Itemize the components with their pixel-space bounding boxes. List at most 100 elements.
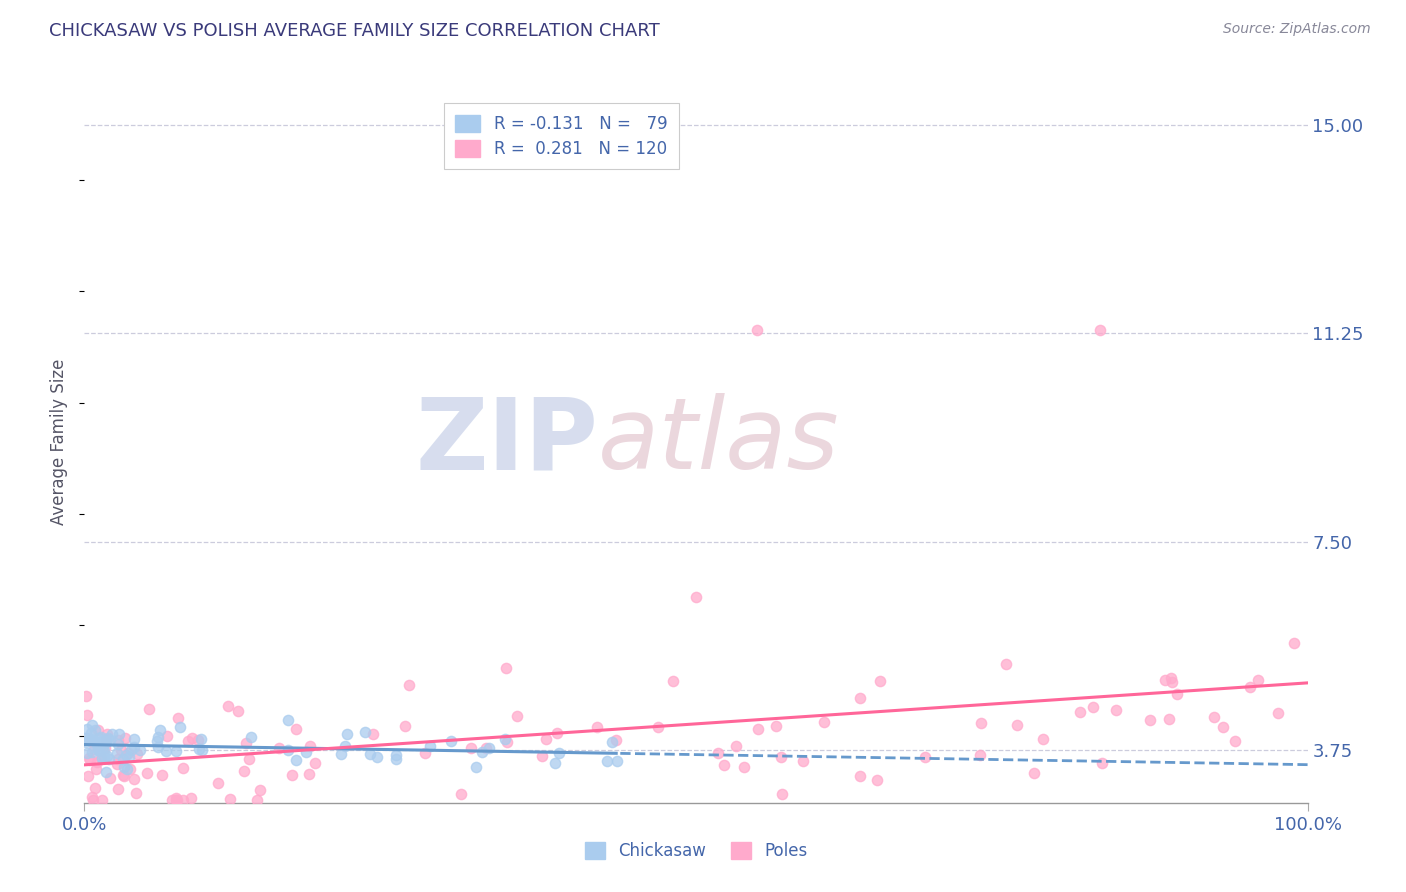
Point: [1239, 681, 1261, 695]
Point: [606, 754, 628, 768]
Point: [848, 768, 870, 782]
Legend: Chickasaw, Poles: Chickasaw, Poles: [578, 835, 814, 867]
Point: [91, 793, 114, 807]
Point: [165, 744, 187, 758]
Point: [354, 725, 377, 739]
Point: [107, 737, 129, 751]
Point: [413, 747, 436, 761]
Point: [94, 734, 117, 748]
Point: [107, 732, 129, 747]
Point: [75, 689, 97, 703]
Point: [285, 723, 308, 737]
Point: [83, 780, 105, 795]
Point: [146, 733, 169, 747]
Point: [75, 735, 97, 749]
Point: [294, 745, 316, 759]
Point: [79, 753, 101, 767]
Point: [108, 727, 131, 741]
Point: [866, 772, 889, 787]
Point: [226, 704, 249, 718]
Point: [107, 752, 129, 766]
Point: [713, 758, 735, 772]
Y-axis label: Average Family Size: Average Family Size: [51, 359, 69, 524]
Point: [122, 739, 145, 754]
Point: [1139, 713, 1161, 727]
Point: [107, 781, 129, 796]
Point: [187, 733, 209, 747]
Point: [707, 746, 730, 760]
Point: [91, 737, 114, 751]
Point: [1204, 710, 1226, 724]
Point: [1081, 699, 1104, 714]
Point: [1160, 671, 1182, 685]
Point: [849, 690, 872, 705]
Point: [83, 733, 105, 747]
Point: [969, 747, 991, 762]
Point: [90, 730, 112, 744]
Point: [471, 745, 494, 759]
Point: [546, 726, 568, 740]
Point: [172, 761, 194, 775]
Point: [1157, 712, 1180, 726]
Point: [93, 741, 115, 756]
Point: [299, 739, 322, 754]
Point: [366, 750, 388, 764]
Point: [155, 744, 177, 758]
Point: [249, 783, 271, 797]
Point: [107, 756, 129, 771]
Point: [97, 752, 120, 766]
Point: [191, 743, 214, 757]
Point: [167, 711, 190, 725]
Point: [586, 719, 609, 733]
Point: [1161, 675, 1184, 690]
Point: [91, 751, 114, 765]
Point: [180, 731, 202, 745]
Point: [101, 727, 124, 741]
Point: [84, 763, 107, 777]
Point: [149, 723, 172, 738]
Point: [79, 732, 101, 747]
Point: [91, 740, 114, 755]
Point: [118, 750, 141, 764]
Point: [207, 776, 229, 790]
Point: [87, 731, 110, 745]
Point: [83, 741, 105, 756]
Point: [111, 767, 134, 781]
Point: [80, 790, 103, 805]
Point: [91, 733, 114, 747]
Point: [98, 771, 121, 785]
Point: [596, 754, 619, 768]
Point: [94, 735, 117, 749]
Point: [246, 793, 269, 807]
Point: [384, 747, 406, 762]
Point: [129, 743, 152, 757]
Point: [76, 722, 98, 736]
Point: [419, 739, 441, 754]
Point: [770, 788, 793, 802]
Point: [495, 661, 517, 675]
Point: [385, 752, 408, 766]
Point: [87, 741, 110, 756]
Point: [534, 732, 557, 747]
Point: [124, 772, 146, 786]
Point: [84, 735, 107, 749]
Point: [733, 760, 755, 774]
Point: [235, 736, 257, 750]
Point: [96, 732, 118, 747]
Point: [218, 791, 240, 805]
Point: [1088, 323, 1111, 337]
Point: [602, 735, 624, 749]
Point: [304, 756, 326, 771]
Point: [112, 769, 135, 783]
Point: [125, 747, 148, 761]
Point: [269, 740, 291, 755]
Point: [138, 701, 160, 715]
Point: [76, 746, 98, 760]
Point: [114, 747, 136, 762]
Point: [747, 323, 769, 337]
Point: [115, 762, 138, 776]
Point: [792, 754, 814, 768]
Point: [1223, 734, 1246, 748]
Point: [90, 750, 112, 764]
Point: [769, 750, 792, 764]
